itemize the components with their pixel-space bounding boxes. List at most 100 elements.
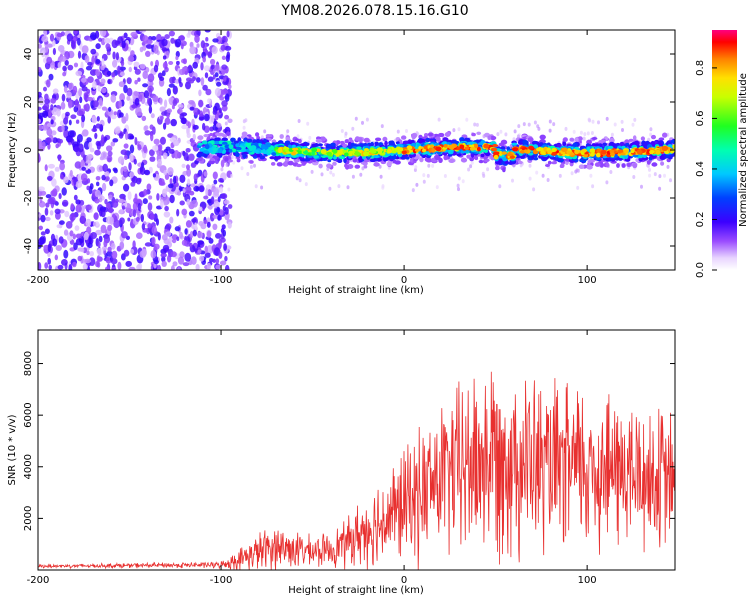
heatmap-cell-3997 bbox=[498, 151, 503, 156]
heatmap-cell-2238 bbox=[419, 157, 424, 163]
heatmap-cell-716 bbox=[194, 248, 199, 253]
heatmap-cell-1415 bbox=[461, 179, 465, 184]
heatmap-cell-1372 bbox=[136, 264, 141, 270]
heatmap-cell-1964 bbox=[495, 165, 500, 171]
heatmap-cell-143 bbox=[172, 261, 178, 267]
heatmap-cell-1390 bbox=[137, 144, 142, 151]
heatmap-cell-1555 bbox=[496, 132, 500, 137]
heatmap-cell-1299 bbox=[94, 189, 102, 198]
heatmap-cell-831 bbox=[170, 251, 177, 258]
heatmap-cell-750 bbox=[101, 174, 106, 181]
heatmap-cell-1840 bbox=[295, 163, 302, 168]
heatmap-cell-241 bbox=[161, 70, 166, 77]
heatmap-cell-1463 bbox=[426, 173, 430, 178]
heatmap-cell-1334 bbox=[80, 173, 88, 182]
heatmap-cell-918 bbox=[83, 231, 89, 241]
heatmap-cell-2026 bbox=[551, 161, 558, 165]
heatmap-cell-4377 bbox=[348, 150, 355, 154]
heatmap-cell-1165 bbox=[203, 219, 208, 224]
heatmap-cell-1056 bbox=[215, 122, 222, 128]
heatmap-cell-1196 bbox=[196, 43, 200, 48]
heatmap-cell-1109 bbox=[128, 266, 136, 270]
heatmap-cell-979 bbox=[227, 204, 233, 209]
heatmap-cell-825 bbox=[130, 248, 135, 254]
heatmap-cell-429 bbox=[106, 250, 113, 257]
heatmap-cell-1535 bbox=[396, 129, 400, 134]
heatmap-cell-1275 bbox=[47, 243, 52, 253]
heatmap-cell-685 bbox=[48, 73, 54, 81]
heatmap-cell-40 bbox=[146, 183, 152, 191]
heatmap-cell-1568 bbox=[298, 178, 302, 183]
heatmap-cell-1032 bbox=[133, 158, 137, 165]
heatmap-cell-2483 bbox=[384, 140, 388, 146]
heatmap-cell-47 bbox=[52, 47, 57, 56]
heatmap-cell-2128 bbox=[489, 135, 497, 141]
heatmap-cell-3891 bbox=[217, 148, 223, 154]
heatmap-cell-3097 bbox=[230, 137, 236, 142]
heatmap-cell-1027 bbox=[181, 66, 185, 75]
heatmap-cell-1024 bbox=[181, 163, 186, 168]
heatmap-cell-864 bbox=[120, 71, 125, 77]
heatmap-cell-1333 bbox=[60, 56, 67, 62]
heatmap-cell-1470 bbox=[533, 120, 537, 125]
heatmap-cell-2288 bbox=[315, 138, 322, 143]
heatmap-cell-1495 bbox=[482, 173, 486, 178]
heatmap-cell-167 bbox=[74, 225, 80, 231]
heatmap-cell-558 bbox=[164, 34, 170, 40]
heatmap-cell-4394 bbox=[387, 148, 392, 154]
heatmap-cell-1026 bbox=[64, 210, 70, 218]
heatmap-cell-1068 bbox=[44, 207, 49, 216]
heatmap-cell-792 bbox=[169, 76, 175, 84]
heatmap-cell-1093 bbox=[160, 199, 164, 209]
heatmap-cell-1727 bbox=[279, 134, 284, 139]
heatmap-cell-1149 bbox=[128, 162, 132, 171]
heatmap-cell-844 bbox=[169, 194, 175, 204]
heatmap-cell-694 bbox=[141, 115, 147, 122]
heatmap-cell-1233 bbox=[39, 47, 47, 55]
heatmap-cell-1629 bbox=[344, 131, 348, 136]
heatmap-cell-1370 bbox=[61, 199, 69, 207]
heatmap-cell-2339 bbox=[594, 162, 601, 167]
heatmap-cell-4403 bbox=[524, 149, 528, 153]
heatmap-cell-1234 bbox=[121, 231, 128, 239]
heatmap-cell-717 bbox=[96, 116, 100, 122]
heatmap-cell-1180 bbox=[184, 228, 188, 235]
heatmap-cell-1062 bbox=[45, 202, 50, 208]
heatmap-cell-1228 bbox=[66, 33, 74, 42]
heatmap-cell-1638 bbox=[640, 184, 643, 189]
heatmap-cell-3121 bbox=[464, 137, 471, 141]
heatmap-cell-1070 bbox=[182, 58, 187, 65]
heatmap-cell-298 bbox=[225, 264, 230, 270]
heatmap-cell-1450 bbox=[469, 164, 473, 169]
heatmap-cell-2003 bbox=[562, 137, 568, 143]
heatmap-cell-2132 bbox=[224, 157, 229, 162]
heatmap-cell-2736 bbox=[196, 152, 202, 158]
heatmap-cell-822 bbox=[49, 210, 54, 216]
heatmap-cell-437 bbox=[156, 193, 160, 201]
heatmap-cell-3257 bbox=[214, 137, 221, 141]
heatmap-cell-2304 bbox=[586, 164, 593, 170]
heatmap-cell-2621 bbox=[602, 142, 608, 147]
heatmap-cell-198 bbox=[150, 132, 154, 142]
heatmap-cell-809 bbox=[192, 61, 198, 69]
heatmap-cell-24 bbox=[150, 61, 154, 67]
heatmap-cell-1569 bbox=[597, 120, 600, 125]
heatmap-cell-1423 bbox=[457, 127, 461, 132]
heatmap-cell-1232 bbox=[214, 102, 220, 111]
heatmap-cell-3020 bbox=[579, 158, 584, 163]
heatmap-cell-1202 bbox=[38, 186, 45, 192]
heatmap-cell-938 bbox=[158, 181, 166, 186]
heatmap-cell-708 bbox=[204, 252, 211, 258]
heatmap-cell-1641 bbox=[588, 118, 592, 123]
heatmap-cell-1330 bbox=[40, 214, 46, 223]
heatmap-cell-589 bbox=[60, 101, 66, 110]
heatmap-cell-704 bbox=[95, 229, 103, 236]
heatmap-cell-2253 bbox=[344, 139, 349, 144]
heatmap-cell-1396 bbox=[122, 165, 128, 172]
heatmap-cell-297 bbox=[153, 138, 160, 145]
heatmap-cell-1427 bbox=[570, 171, 574, 176]
heatmap-cell-773 bbox=[61, 124, 65, 133]
heatmap-cell-2048 bbox=[392, 159, 397, 164]
heatmap-cell-1373 bbox=[59, 162, 65, 171]
spectrogram-y-label: Frequency (Hz) bbox=[7, 112, 18, 188]
